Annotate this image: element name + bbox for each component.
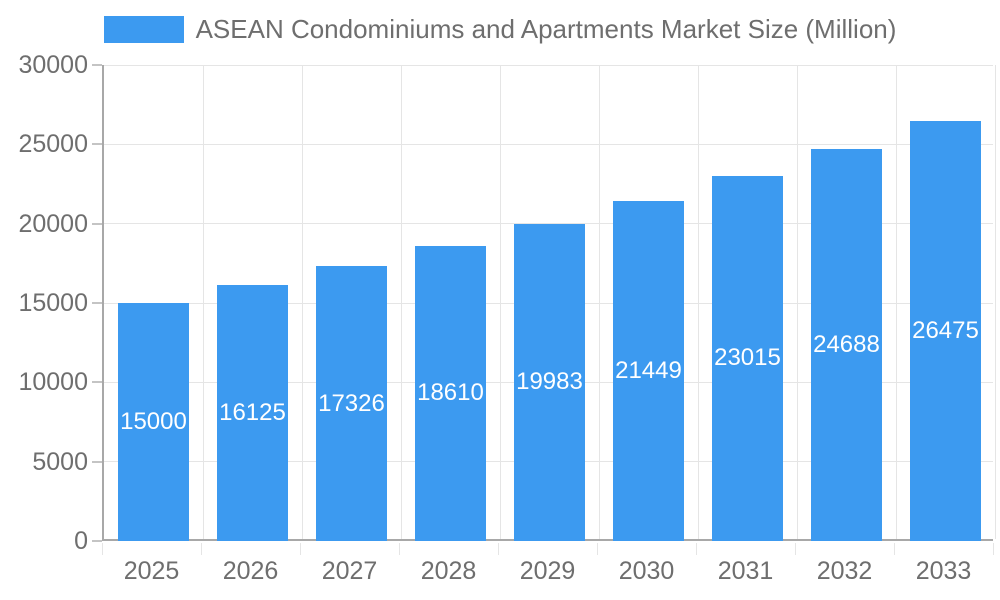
x-axis-tick bbox=[794, 543, 796, 555]
gridline-vertical bbox=[598, 65, 600, 539]
bar-value-label: 16125 bbox=[219, 399, 286, 427]
x-axis-tick bbox=[101, 543, 103, 555]
gridline-vertical bbox=[994, 65, 996, 539]
x-tick-label: 2028 bbox=[420, 557, 477, 585]
gridline-vertical bbox=[202, 65, 204, 539]
y-axis-tick bbox=[92, 381, 102, 384]
legend-swatch[interactable] bbox=[103, 15, 184, 43]
bar-value-label: 18610 bbox=[417, 379, 484, 407]
bar-value-label: 19983 bbox=[516, 368, 583, 396]
gridline-vertical bbox=[895, 65, 897, 539]
y-axis-tick bbox=[92, 540, 102, 542]
gridline-vertical bbox=[796, 65, 798, 539]
x-axis-tick bbox=[992, 543, 994, 555]
x-axis-tick bbox=[299, 543, 301, 555]
x-axis-tick bbox=[695, 543, 697, 555]
x-tick-label: 2030 bbox=[618, 557, 675, 585]
x-tick-label: 2032 bbox=[816, 557, 873, 585]
y-tick-label: 25000 bbox=[18, 130, 88, 159]
x-tick-label: 2031 bbox=[717, 557, 774, 585]
y-tick-label: 15000 bbox=[18, 289, 88, 317]
gridline-vertical bbox=[697, 65, 699, 539]
y-axis-tick bbox=[92, 64, 102, 66]
y-tick-label: 10000 bbox=[18, 368, 88, 397]
y-tick-label: 5000 bbox=[32, 447, 88, 476]
x-tick-label: 2033 bbox=[915, 557, 972, 585]
gridline-vertical bbox=[301, 65, 303, 539]
y-axis-tick bbox=[92, 143, 102, 146]
bar-2032[interactable] bbox=[810, 149, 883, 541]
x-axis-tick bbox=[200, 543, 202, 555]
x-tick-label: 2029 bbox=[519, 557, 576, 585]
plot-area: 15000 16125 17326 18610 19983 21449 23015 24688… bbox=[102, 64, 996, 541]
x-tick-label: 2027 bbox=[321, 557, 378, 585]
y-tick-label: 0 bbox=[74, 527, 88, 555]
y-tick-label: 20000 bbox=[18, 209, 88, 238]
y-axis-tick bbox=[92, 460, 102, 463]
bar-2025[interactable] bbox=[117, 303, 190, 541]
gridline-vertical bbox=[499, 65, 501, 539]
bar-value-label: 26475 bbox=[912, 316, 979, 344]
legend[interactable]: ASEAN Condominiums and Apartments Market… bbox=[0, 14, 1000, 44]
y-tick-label: 30000 bbox=[18, 51, 88, 79]
bar-2028[interactable] bbox=[414, 245, 487, 541]
bar-value-label: 24688 bbox=[813, 331, 880, 359]
x-axis-tick bbox=[497, 543, 499, 555]
y-axis-tick bbox=[92, 302, 102, 304]
bar-value-label: 17326 bbox=[318, 389, 385, 417]
bar-value-label: 15000 bbox=[120, 408, 187, 435]
legend-label[interactable]: ASEAN Condominiums and Apartments Market… bbox=[195, 14, 897, 44]
x-axis-tick bbox=[596, 543, 598, 555]
bar-value-label: 23015 bbox=[714, 344, 781, 372]
bar-2031[interactable] bbox=[711, 175, 784, 541]
y-axis-tick bbox=[92, 222, 102, 225]
bar-2027[interactable] bbox=[315, 266, 388, 541]
gridline-horizontal bbox=[104, 143, 993, 145]
bar-2033[interactable] bbox=[909, 120, 982, 541]
bar-value-label: 21449 bbox=[615, 356, 682, 384]
bar-2030[interactable] bbox=[612, 200, 685, 541]
gridline-vertical bbox=[400, 65, 402, 539]
x-axis-tick bbox=[398, 543, 400, 555]
x-tick-label: 2026 bbox=[222, 557, 279, 585]
bar-2026[interactable] bbox=[216, 285, 289, 541]
bar-2029[interactable] bbox=[513, 223, 586, 541]
gridline-horizontal bbox=[104, 223, 993, 225]
x-tick-label: 2025 bbox=[123, 557, 180, 585]
x-axis-tick bbox=[893, 543, 895, 555]
gridline-horizontal bbox=[104, 64, 993, 66]
